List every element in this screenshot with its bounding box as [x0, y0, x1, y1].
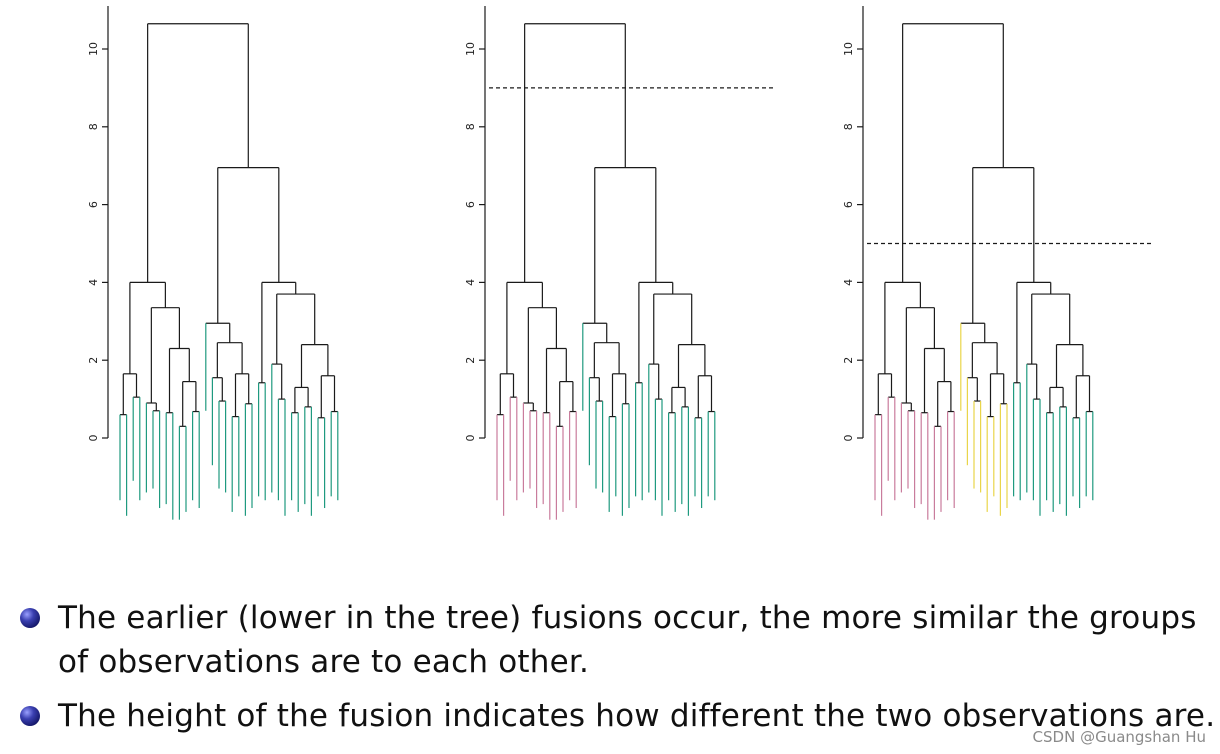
bullet-list: The earlier (lower in the tree) fusions …	[18, 596, 1218, 738]
y-axis-tick-label: 2	[87, 357, 100, 364]
y-axis-tick-label: 10	[842, 42, 855, 56]
dendrogram-panel-cut-three-clusters: 0 2 4 6 8 10	[833, 0, 1173, 540]
bullet-ball-icon	[20, 608, 40, 628]
dendrogram-panel-cut-two-clusters: 0 2 4 6 8 10	[455, 0, 795, 540]
dendrogram-svg: 0 2 4 6 8 10	[464, 6, 773, 520]
dendrogram-panel-no-cut: 0 2 4 6 8 10	[78, 0, 418, 540]
bullet-text: The earlier (lower in the tree) fusions …	[58, 600, 1197, 680]
y-axis-tick-label: 10	[87, 42, 100, 56]
y-axis-tick-label: 0	[464, 435, 477, 442]
watermark: CSDN @Guangshan Hu	[1032, 728, 1206, 746]
y-axis-tick-label: 6	[464, 201, 477, 208]
bullet-text: The height of the fusion indicates how d…	[58, 698, 1216, 734]
y-axis-tick-label: 6	[87, 201, 100, 208]
y-axis-tick-label: 2	[842, 357, 855, 364]
dendrogram-svg: 0 2 4 6 8 10	[87, 6, 339, 520]
bullet-item: The height of the fusion indicates how d…	[18, 694, 1218, 738]
bullet-item: The earlier (lower in the tree) fusions …	[18, 596, 1218, 684]
bullet-ball-icon	[20, 706, 40, 726]
y-axis-tick-label: 10	[464, 42, 477, 56]
y-axis-tick-label: 8	[842, 123, 855, 130]
y-axis-tick-label: 4	[464, 279, 477, 286]
y-axis-tick-label: 6	[842, 201, 855, 208]
y-axis-tick-label: 8	[464, 123, 477, 130]
y-axis-tick-label: 4	[87, 279, 100, 286]
y-axis-tick-label: 2	[464, 357, 477, 364]
y-axis-tick-label: 0	[87, 435, 100, 442]
dendrogram-svg: 0 2 4 6 8 10	[842, 6, 1151, 520]
y-axis-tick-label: 8	[87, 123, 100, 130]
y-axis-tick-label: 0	[842, 435, 855, 442]
y-axis-tick-label: 4	[842, 279, 855, 286]
